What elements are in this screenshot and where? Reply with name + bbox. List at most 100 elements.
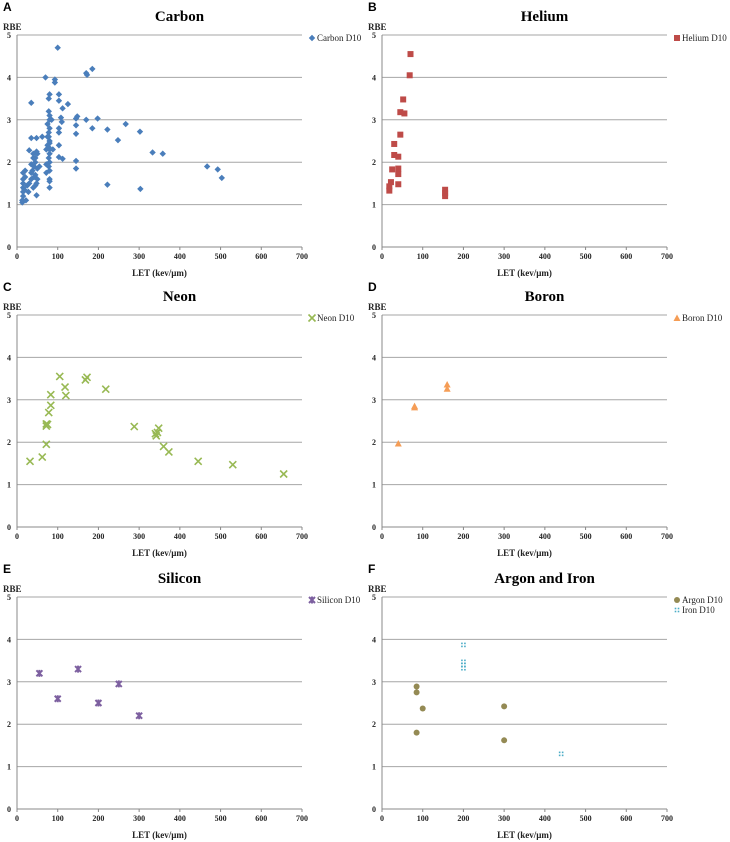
- data-point: [30, 173, 38, 181]
- y-tick-label: 3: [372, 678, 376, 687]
- data-point: [46, 91, 53, 98]
- data-point: [25, 457, 35, 466]
- iron-dot: [461, 665, 463, 668]
- data-point: [46, 112, 53, 119]
- data-point: [397, 131, 404, 138]
- x-tick-label: 500: [215, 532, 227, 541]
- x-tick-label: 400: [539, 532, 551, 541]
- data-point: [228, 460, 237, 469]
- data-point: [44, 120, 51, 128]
- y-tick-label: 3: [372, 396, 376, 405]
- data-point: [45, 154, 52, 162]
- y-axis-label: RBE: [3, 302, 22, 312]
- chart-panel-f: F Argon and Iron RBE LET (kev/µm) 0 1 2 3 4 5 0 100…: [368, 562, 723, 840]
- y-tick-label: 4: [7, 635, 11, 644]
- data-point: [83, 116, 90, 123]
- data-point: [36, 163, 43, 170]
- y-tick-label: 4: [372, 73, 376, 82]
- chart-panel-e: E Silicon RBE LET (kev/µm) 0 1 2 3 4 5 0 100 200 300 4…: [3, 562, 361, 840]
- y-tick-label: 1: [372, 763, 376, 772]
- data-point: [54, 695, 62, 703]
- data-point: [442, 186, 449, 193]
- y-tick-label: 1: [372, 201, 376, 210]
- data-point: [57, 114, 65, 121]
- x-axis-label: LET (kev/µm): [497, 548, 552, 558]
- x-tick-label: 0: [380, 252, 384, 261]
- x-tick-label: 300: [133, 532, 145, 541]
- x-tick-label: 100: [417, 252, 429, 261]
- data-point: [104, 181, 111, 188]
- iron-dot: [561, 751, 564, 754]
- iron-dot: [674, 607, 677, 610]
- x-tick-label: 700: [296, 532, 308, 541]
- data-point: [28, 134, 35, 142]
- iron-dot: [461, 645, 463, 648]
- x-axis-label: LET (kev/µm): [132, 268, 187, 278]
- x-tick-label: 200: [92, 532, 104, 541]
- x-tick-label: 200: [457, 252, 469, 261]
- legend-marker: [674, 607, 680, 613]
- y-tick-label: 4: [372, 353, 376, 362]
- data-point: [60, 383, 70, 392]
- x-tick-label: 700: [296, 814, 308, 823]
- legend-marker: [674, 35, 680, 41]
- data-point: [443, 381, 451, 388]
- legend-label: Neon D10: [317, 313, 355, 323]
- panel-letter: E: [3, 562, 11, 576]
- x-tick-label: 500: [580, 252, 592, 261]
- iron-dot: [464, 662, 466, 665]
- data-point: [32, 154, 39, 162]
- chart-title: Silicon: [158, 571, 202, 587]
- data-point: [135, 712, 143, 720]
- data-point: [34, 150, 41, 157]
- data-point: [55, 125, 63, 132]
- series-carbon-d10: [19, 44, 225, 206]
- y-tick-label: 4: [7, 73, 11, 82]
- y-tick-label: 5: [372, 593, 376, 602]
- data-point: [30, 163, 38, 170]
- data-point: [43, 420, 52, 429]
- iron-dot: [461, 659, 463, 662]
- y-tick-label: 0: [372, 523, 376, 532]
- data-point: [391, 151, 398, 158]
- data-point: [72, 122, 80, 129]
- data-point: [391, 140, 398, 147]
- x-tick-label: 600: [255, 252, 267, 261]
- data-point: [46, 390, 55, 399]
- data-point: [74, 113, 81, 120]
- data-point: [72, 115, 80, 122]
- data-point: [443, 385, 451, 392]
- y-tick-label: 3: [7, 678, 11, 687]
- data-point: [28, 169, 35, 176]
- data-point: [413, 683, 420, 690]
- x-tick-label: 200: [92, 814, 104, 823]
- data-point: [137, 185, 144, 193]
- data-point: [72, 157, 80, 165]
- x-axis-label: LET (kev/µm): [497, 830, 552, 840]
- data-point: [34, 175, 41, 183]
- y-tick-label: 1: [7, 481, 11, 490]
- data-point: [395, 171, 402, 178]
- x-tick-label: 400: [174, 814, 186, 823]
- data-point: [55, 91, 63, 98]
- data-point: [72, 130, 80, 137]
- iron-dot: [677, 607, 680, 610]
- chart-panel-c: C Neon RBE LET (kev/µm) 0 1 2 3 4 5 0 100 200 300 400 5…: [3, 280, 355, 558]
- iron-dot: [464, 665, 466, 668]
- y-axis-label: RBE: [3, 22, 22, 32]
- legend-marker: [673, 314, 681, 321]
- legend-label: Argon D10: [682, 595, 723, 605]
- y-tick-label: 5: [372, 31, 376, 40]
- iron-dot: [461, 662, 463, 665]
- x-tick-label: 300: [498, 532, 510, 541]
- y-tick-label: 1: [7, 201, 11, 210]
- x-tick-label: 700: [661, 814, 673, 823]
- data-point: [394, 439, 402, 447]
- x-tick-label: 0: [15, 532, 19, 541]
- x-tick-label: 400: [174, 532, 186, 541]
- y-axis-label: RBE: [368, 584, 387, 594]
- legend-label: Carbon D10: [317, 33, 362, 43]
- data-point: [21, 173, 29, 181]
- legend-label: Iron D10: [682, 605, 715, 615]
- data-point: [159, 150, 166, 157]
